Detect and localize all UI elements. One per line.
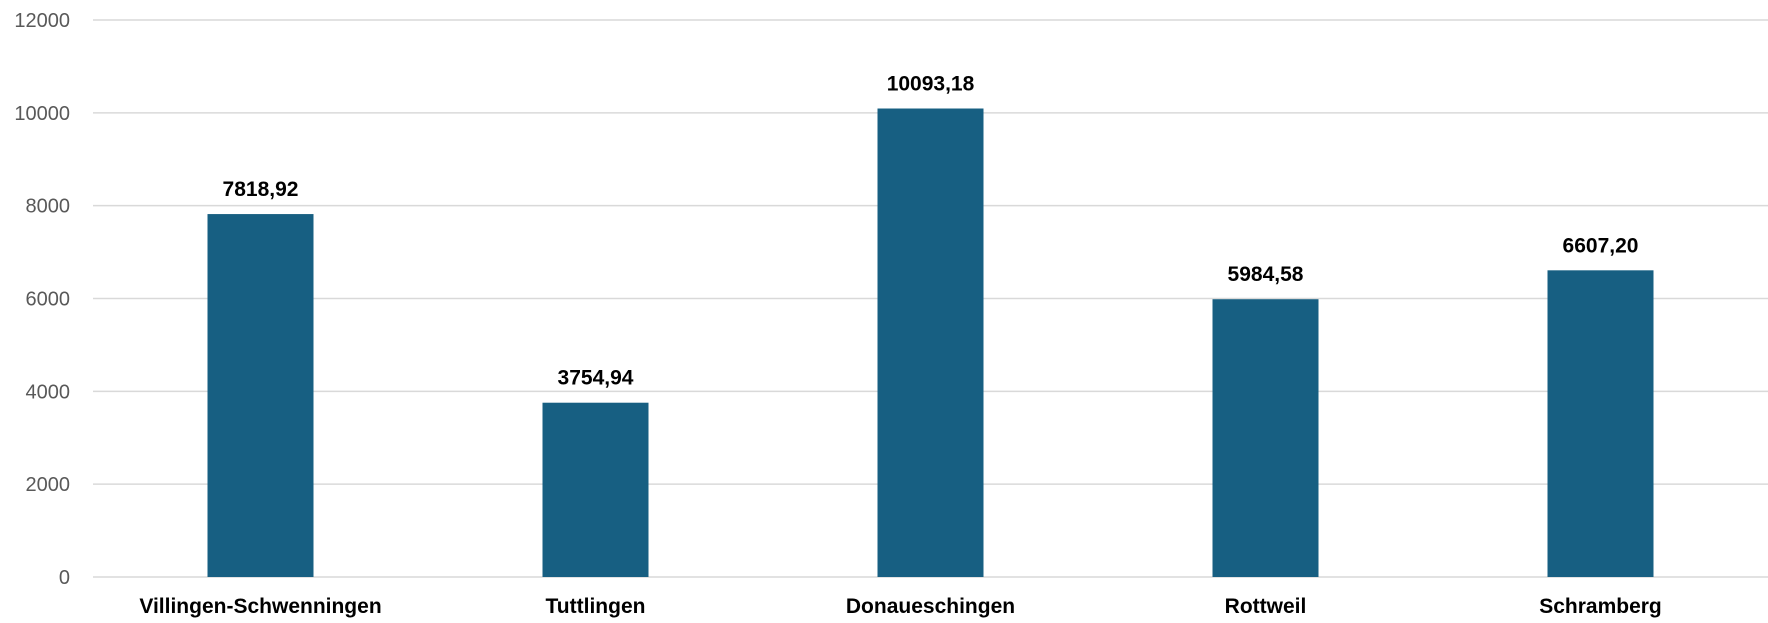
category-label: Donaueschingen bbox=[846, 595, 1015, 618]
bar bbox=[542, 402, 649, 577]
y-tick-label: 4000 bbox=[26, 381, 71, 403]
data-label: 5984,58 bbox=[1228, 263, 1304, 286]
y-tick-label: 2000 bbox=[26, 474, 71, 496]
data-label: 3754,94 bbox=[558, 367, 634, 390]
bar bbox=[1212, 299, 1319, 577]
category-label: Schramberg bbox=[1539, 595, 1662, 618]
y-tick-label: 12000 bbox=[14, 10, 70, 32]
x-axis-categories: Villingen-Schwenningen Tuttlingen Donauesc… bbox=[139, 595, 1661, 618]
bar bbox=[1547, 270, 1654, 577]
category-label: Villingen-Schwenningen bbox=[139, 595, 381, 618]
y-tick-label: 8000 bbox=[26, 196, 71, 218]
data-label: 7818,92 bbox=[223, 178, 299, 201]
y-axis-ticks: 0 2000 4000 6000 8000 10000 12000 bbox=[14, 10, 70, 589]
y-tick-label: 6000 bbox=[26, 289, 71, 311]
data-label: 10093,18 bbox=[887, 73, 975, 96]
y-tick-label: 10000 bbox=[14, 103, 70, 125]
bars bbox=[207, 108, 1654, 578]
bar bbox=[207, 214, 314, 578]
data-labels: 7818,92 3754,94 10093,18 5984,58 6607,20 bbox=[223, 73, 1639, 390]
y-tick-label: 0 bbox=[59, 567, 70, 589]
bar bbox=[877, 108, 984, 577]
data-label: 6607,20 bbox=[1563, 234, 1639, 257]
category-label: Rottweil bbox=[1225, 595, 1307, 618]
category-label: Tuttlingen bbox=[546, 595, 646, 618]
